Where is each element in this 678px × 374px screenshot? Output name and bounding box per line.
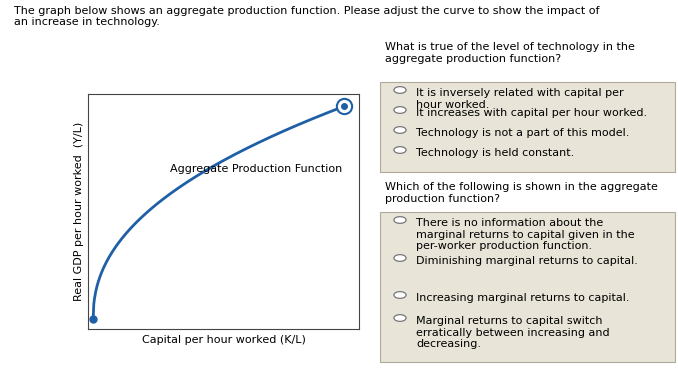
Text: Increasing marginal returns to capital.: Increasing marginal returns to capital. bbox=[416, 293, 629, 303]
Text: Diminishing marginal returns to capital.: Diminishing marginal returns to capital. bbox=[416, 256, 638, 266]
Text: The graph below shows an aggregate production function. Please adjust the curve : The graph below shows an aggregate produ… bbox=[14, 6, 599, 27]
Y-axis label: Real GDP per hour worked  (Y/L): Real GDP per hour worked (Y/L) bbox=[74, 122, 84, 301]
X-axis label: Capital per hour worked (K/L): Capital per hour worked (K/L) bbox=[142, 335, 306, 345]
Text: It is inversely related with capital per
hour worked.: It is inversely related with capital per… bbox=[416, 88, 624, 110]
Text: Aggregate Production Function: Aggregate Production Function bbox=[170, 164, 342, 174]
Text: Which of the following is shown in the aggregate
production function?: Which of the following is shown in the a… bbox=[385, 182, 658, 203]
Text: There is no information about the
marginal returns to capital given in the
per-w: There is no information about the margin… bbox=[416, 218, 635, 251]
Text: Technology is not a part of this model.: Technology is not a part of this model. bbox=[416, 128, 629, 138]
Text: What is true of the level of technology in the
aggregate production function?: What is true of the level of technology … bbox=[385, 42, 635, 64]
Text: Technology is held constant.: Technology is held constant. bbox=[416, 148, 574, 158]
Text: It increases with capital per hour worked.: It increases with capital per hour worke… bbox=[416, 108, 647, 118]
Text: Marginal returns to capital switch
erratically between increasing and
decreasing: Marginal returns to capital switch errat… bbox=[416, 316, 610, 349]
